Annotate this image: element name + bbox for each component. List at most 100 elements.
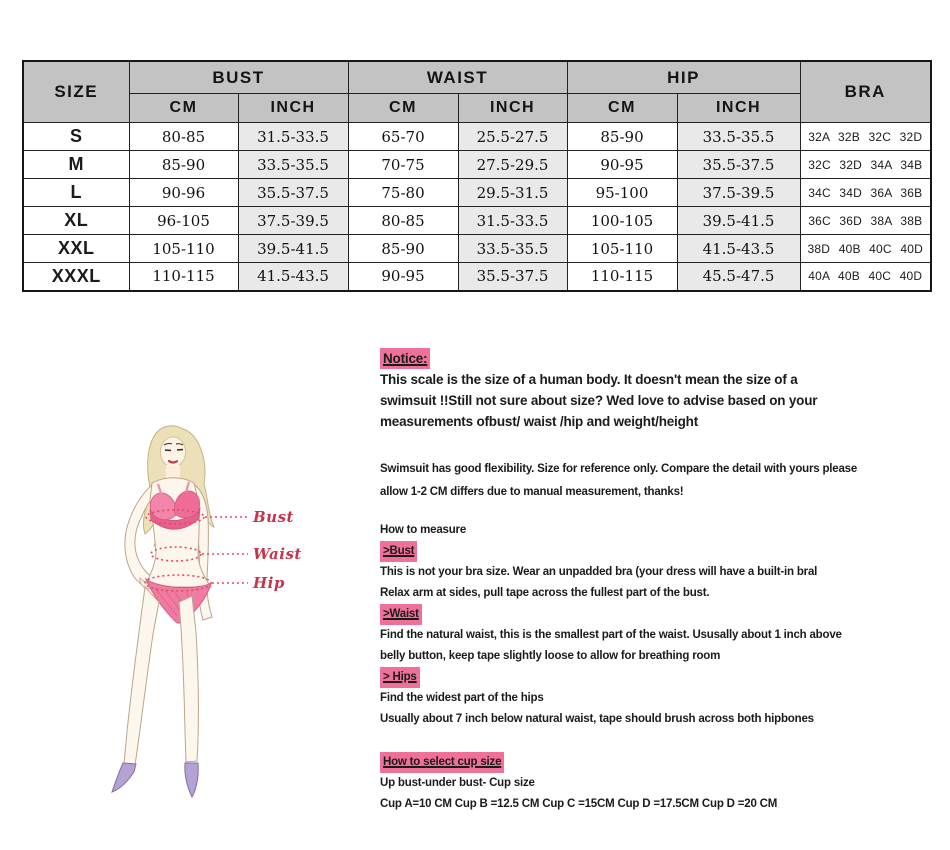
cell-hip-cm: 105-110	[566, 234, 678, 263]
table-row: XL 96-105 37.5-39.5 80-85 31.5-33.5 100-105 39…	[22, 206, 932, 235]
bra-strap-left	[156, 483, 164, 497]
cell-bust-inch: 33.5-35.5	[237, 150, 349, 179]
cell-hip-inch: 35.5-37.5	[676, 150, 801, 179]
cell-hip-inch: 41.5-43.5	[676, 234, 801, 263]
header-hip: HIP	[566, 60, 801, 94]
cell-hip-cm: 90-95	[566, 150, 678, 179]
cell-waist-cm: 70-75	[347, 150, 459, 179]
cell-size: XL	[22, 206, 130, 235]
hips-section-heading: > Hips	[380, 667, 420, 688]
hips-instructions: Find the widest part of the hips Usually…	[380, 692, 814, 725]
woman-sketch-illustration: Bust Waist Hip	[111, 425, 302, 799]
notice-heading: Notice:	[380, 348, 431, 369]
cell-waist-cm: 75-80	[347, 178, 459, 207]
cell-hip-cm: 100-105	[566, 206, 678, 235]
cell-bust-cm: 90-96	[128, 178, 239, 207]
measurement-figure: Bust Waist Hip	[95, 420, 385, 820]
cell-size: M	[22, 150, 130, 179]
right-leg	[178, 595, 199, 763]
cell-bra: 38D 40B 40C 40D	[799, 234, 932, 263]
eye-right	[176, 448, 184, 451]
cell-waist-inch: 31.5-33.5	[457, 206, 568, 235]
cup-heading-row: How to select cup size	[380, 752, 945, 773]
header-size: SIZE	[22, 60, 130, 123]
bust-heading-row: >Bust	[380, 541, 945, 562]
hip-label: Hip	[252, 574, 285, 592]
bikini-shading	[154, 587, 192, 617]
flexibility-note: Swimsuit has good flexibility. Size for …	[380, 463, 858, 498]
waist-heading-row: >Waist	[380, 604, 945, 625]
bust-label: Bust	[252, 508, 294, 526]
header-waist-cm: CM	[347, 93, 459, 123]
size-chart-table: SIZE BUST WAIST HIP BRA CM INCH CM INCH …	[22, 60, 932, 292]
bra-strap-right	[184, 481, 191, 493]
notice-heading-row: Notice:	[380, 348, 945, 369]
cell-bust-cm: 96-105	[128, 206, 239, 235]
table-row: XXXL 110-115 41.5-43.5 90-95 35.5-37.5 110-11…	[22, 262, 932, 291]
header-waist: WAIST	[347, 60, 568, 94]
hips-heading-row: > Hips	[380, 667, 945, 688]
bust-section-heading: >Bust	[380, 541, 418, 562]
cell-waist-inch: 33.5-35.5	[457, 234, 568, 263]
cell-waist-inch: 29.5-31.5	[457, 178, 568, 207]
table-row: M 85-90 33.5-35.5 70-75 27.5-29.5 90-95 35.5-3…	[22, 150, 932, 179]
cell-waist-inch: 27.5-29.5	[457, 150, 568, 179]
table-row: XXL 105-110 39.5-41.5 85-90 33.5-35.5 105-110…	[22, 234, 932, 263]
cell-bust-cm: 105-110	[128, 234, 239, 263]
cell-waist-cm: 90-95	[347, 262, 459, 291]
header-bust: BUST	[128, 60, 349, 94]
waist-section-heading: >Waist	[380, 604, 422, 625]
how-to-measure-heading: How to measure	[380, 524, 467, 536]
cell-waist-inch: 35.5-37.5	[457, 262, 568, 291]
cell-hip-inch: 33.5-35.5	[676, 122, 801, 151]
neck	[166, 465, 180, 480]
cell-size: S	[22, 122, 130, 151]
cell-waist-cm: 80-85	[347, 206, 459, 235]
cell-hip-inch: 39.5-41.5	[676, 206, 801, 235]
cup-size-heading: How to select cup size	[380, 752, 505, 773]
lips	[167, 459, 179, 464]
eye-left	[164, 449, 172, 452]
cell-hip-cm: 110-115	[566, 262, 678, 291]
cell-bust-inch: 35.5-37.5	[237, 178, 349, 207]
cell-bra: 36C 36D 38A 38B	[799, 206, 932, 235]
cell-hip-inch: 45.5-47.5	[676, 262, 801, 291]
cup-size-section: How to select cup size Up bust-under bus…	[380, 752, 945, 815]
waist-measure-ellipse	[150, 546, 202, 562]
cell-bra: 32C 32D 34A 34B	[799, 150, 932, 179]
header-bust-inch: INCH	[237, 93, 349, 123]
left-shoe	[111, 762, 137, 793]
cell-size: L	[22, 178, 130, 207]
header-hip-cm: CM	[566, 93, 678, 123]
eyebrow-left	[163, 442, 173, 446]
header-bra: BRA	[799, 60, 932, 123]
cell-waist-inch: 25.5-27.5	[457, 122, 568, 151]
cell-bust-cm: 110-115	[128, 262, 239, 291]
eyebrow-right	[175, 443, 184, 446]
cell-hip-cm: 85-90	[566, 122, 678, 151]
right-shoe	[184, 762, 199, 799]
cell-waist-cm: 85-90	[347, 234, 459, 263]
waist-instructions: Find the natural waist, this is the smal…	[380, 629, 842, 662]
bust-measure-ellipse	[145, 509, 205, 525]
bust-instructions: This is not your bra size. Wear an unpad…	[380, 566, 818, 599]
left-leg	[123, 585, 160, 766]
size-table-body: S 80-85 31.5-33.5 65-70 25.5-27.5 85-90 33.5-3…	[22, 122, 932, 291]
notes-column: Notice: This scale is the size of a huma…	[380, 348, 945, 815]
header-bust-cm: CM	[128, 93, 239, 123]
how-to-measure-section: How to measure >Bust This is not your br…	[380, 520, 945, 730]
header-hip-inch: INCH	[676, 93, 801, 123]
cell-bust-cm: 85-90	[128, 150, 239, 179]
cell-bust-inch: 41.5-43.5	[237, 262, 349, 291]
notice-paragraph: This scale is the size of a human body. …	[380, 372, 818, 429]
cell-size: XXXL	[22, 262, 130, 291]
table-row: L 90-96 35.5-37.5 75-80 29.5-31.5 95-100 37.5-…	[22, 178, 932, 207]
table-row: S 80-85 31.5-33.5 65-70 25.5-27.5 85-90 33.5-3…	[22, 122, 932, 151]
header-waist-inch: INCH	[457, 93, 568, 123]
cell-hip-cm: 95-100	[566, 178, 678, 207]
cell-bra: 40A 40B 40C 40D	[799, 262, 932, 291]
hip-measure-ellipse	[144, 574, 212, 592]
cell-hip-inch: 37.5-39.5	[676, 178, 801, 207]
waist-label: Waist	[253, 545, 302, 563]
